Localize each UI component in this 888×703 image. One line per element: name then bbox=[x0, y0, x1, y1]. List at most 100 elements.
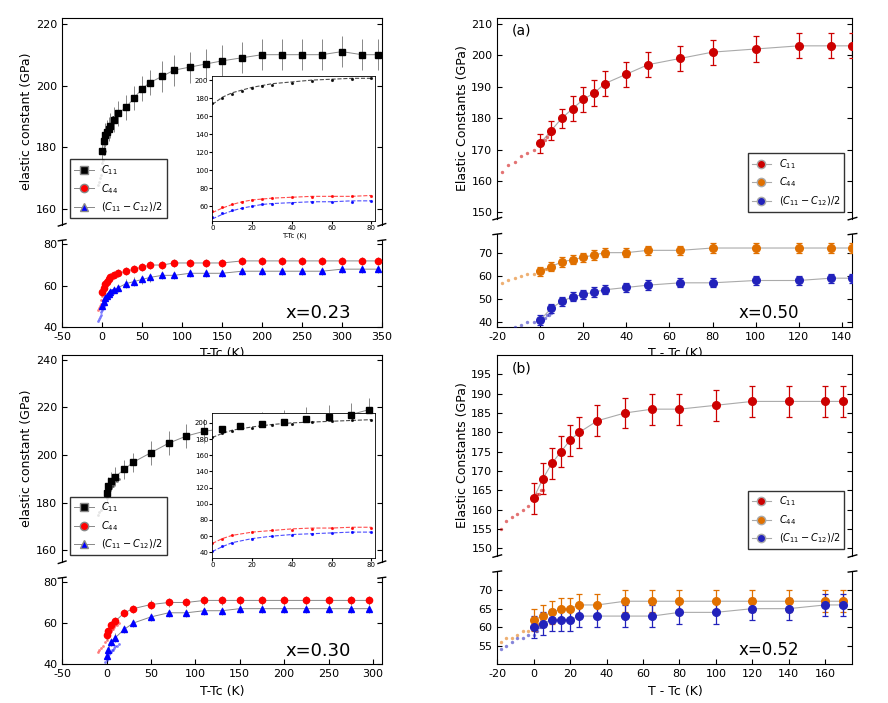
Point bbox=[504, 258, 519, 269]
Point bbox=[103, 501, 117, 512]
Point bbox=[540, 131, 554, 143]
Point bbox=[527, 621, 541, 633]
Point bbox=[542, 543, 556, 554]
Point bbox=[534, 232, 548, 243]
Point bbox=[94, 504, 108, 515]
Point bbox=[103, 483, 117, 494]
Point bbox=[530, 236, 544, 247]
Point bbox=[99, 133, 113, 144]
Point bbox=[100, 364, 115, 375]
Point bbox=[107, 284, 121, 295]
Point bbox=[107, 478, 121, 489]
Point bbox=[95, 157, 109, 169]
Point bbox=[106, 270, 120, 281]
Point bbox=[99, 282, 113, 293]
Point bbox=[499, 516, 513, 527]
Point bbox=[507, 493, 521, 504]
Point bbox=[107, 354, 121, 365]
Point bbox=[99, 25, 114, 36]
Point bbox=[533, 549, 547, 560]
Point bbox=[98, 497, 112, 508]
Text: x=0.30: x=0.30 bbox=[286, 642, 352, 659]
Point bbox=[533, 138, 547, 149]
Point bbox=[94, 47, 108, 58]
Point bbox=[94, 535, 108, 546]
Point bbox=[101, 20, 115, 32]
Point bbox=[494, 644, 508, 655]
Point bbox=[91, 315, 105, 326]
Point bbox=[516, 625, 530, 636]
Point bbox=[107, 270, 121, 281]
Point bbox=[98, 541, 112, 552]
Point bbox=[99, 654, 114, 666]
Point bbox=[96, 154, 110, 165]
Point bbox=[542, 477, 556, 488]
Point bbox=[94, 164, 108, 175]
Point bbox=[537, 480, 551, 491]
Point bbox=[105, 272, 119, 283]
Point bbox=[101, 630, 115, 641]
Point bbox=[101, 362, 115, 373]
Point bbox=[530, 489, 544, 500]
Point bbox=[527, 268, 541, 279]
Y-axis label: elastic constant (GPa): elastic constant (GPa) bbox=[20, 53, 33, 190]
Point bbox=[92, 507, 107, 518]
Point bbox=[101, 288, 115, 299]
Point bbox=[527, 486, 541, 498]
Point bbox=[544, 307, 559, 318]
Point bbox=[106, 480, 120, 491]
Point bbox=[520, 18, 535, 29]
Point bbox=[99, 292, 114, 304]
Point bbox=[105, 644, 119, 655]
Point bbox=[520, 486, 535, 498]
Point bbox=[96, 547, 110, 558]
Point bbox=[112, 638, 126, 650]
Point bbox=[106, 284, 120, 295]
Point bbox=[100, 507, 115, 518]
X-axis label: T-Tc (K): T-Tc (K) bbox=[200, 685, 244, 698]
Y-axis label: Elastic Constants (GPa): Elastic Constants (GPa) bbox=[456, 382, 469, 529]
Point bbox=[99, 516, 113, 527]
Point bbox=[99, 510, 114, 521]
Point bbox=[98, 636, 112, 647]
Point bbox=[516, 250, 530, 262]
Point bbox=[97, 37, 111, 48]
Point bbox=[97, 148, 111, 160]
Point bbox=[112, 473, 126, 484]
Point bbox=[540, 6, 554, 17]
Point bbox=[98, 145, 112, 156]
Point bbox=[532, 489, 546, 500]
Point bbox=[535, 312, 550, 323]
Point bbox=[104, 358, 118, 369]
Point bbox=[514, 555, 528, 567]
Point bbox=[494, 269, 508, 280]
Point bbox=[100, 127, 115, 138]
Point bbox=[544, 128, 559, 139]
Point bbox=[101, 504, 115, 515]
Point bbox=[501, 496, 515, 507]
Point bbox=[94, 643, 108, 654]
Point bbox=[103, 117, 117, 129]
Point bbox=[101, 488, 115, 499]
Point bbox=[95, 550, 109, 562]
Point bbox=[527, 144, 541, 155]
Point bbox=[99, 538, 113, 549]
Point bbox=[99, 535, 113, 546]
Point bbox=[501, 323, 515, 335]
Point bbox=[104, 14, 118, 25]
Point bbox=[540, 480, 554, 491]
Point bbox=[501, 562, 515, 573]
Point bbox=[99, 531, 114, 543]
Point bbox=[94, 307, 108, 318]
Point bbox=[99, 295, 113, 306]
Point bbox=[544, 540, 559, 551]
Point bbox=[99, 278, 114, 289]
Point bbox=[107, 498, 121, 509]
Point bbox=[101, 274, 115, 285]
Point bbox=[102, 360, 116, 371]
Point bbox=[92, 53, 107, 65]
Point bbox=[98, 657, 112, 668]
Point bbox=[537, 134, 551, 146]
Point bbox=[93, 169, 107, 181]
Point bbox=[102, 18, 116, 30]
